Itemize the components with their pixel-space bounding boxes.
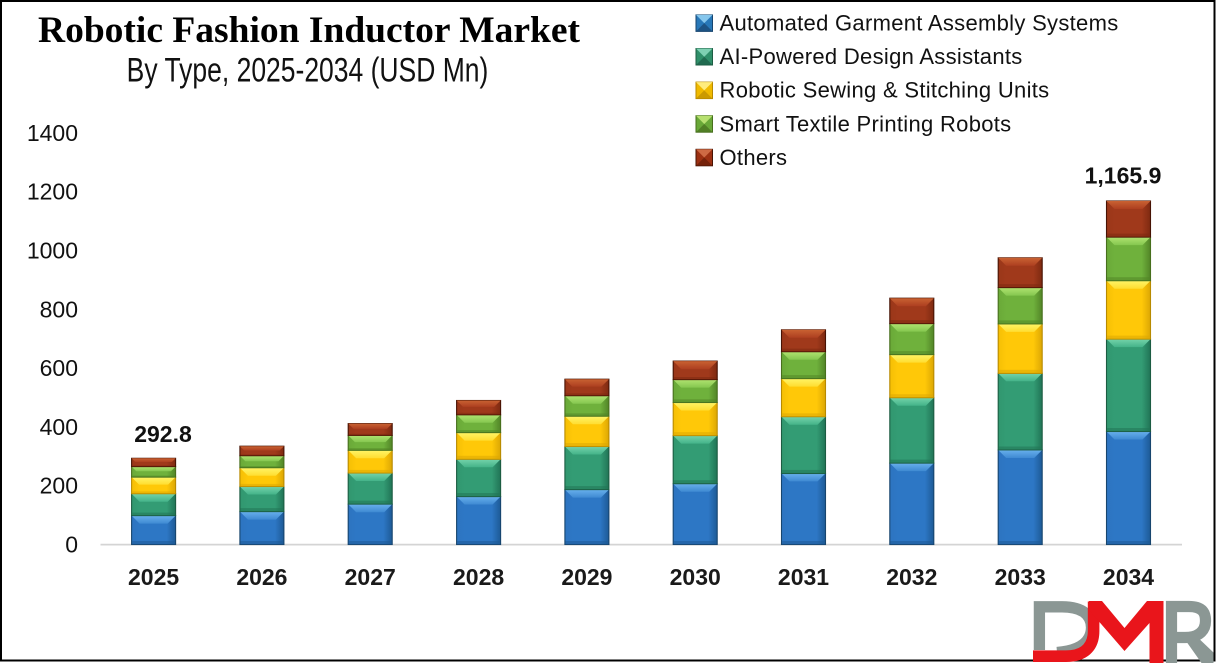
- svg-text:1000: 1000: [27, 238, 78, 264]
- svg-text:2032: 2032: [886, 564, 937, 590]
- svg-text:200: 200: [40, 473, 78, 499]
- svg-text:1200: 1200: [27, 179, 78, 205]
- svg-text:600: 600: [40, 355, 78, 381]
- svg-text:292.8: 292.8: [134, 421, 192, 447]
- svg-text:2030: 2030: [670, 564, 721, 590]
- svg-text:2027: 2027: [345, 564, 396, 590]
- svg-text:400: 400: [40, 414, 78, 440]
- svg-text:Smart Textile Printing Robots: Smart Textile Printing Robots: [720, 111, 1012, 136]
- svg-text:Robotic Sewing & Stitching Uni: Robotic Sewing & Stitching Units: [720, 78, 1050, 103]
- svg-text:2031: 2031: [778, 564, 829, 590]
- svg-text:1400: 1400: [27, 120, 78, 146]
- svg-text:Others: Others: [720, 145, 788, 170]
- svg-text:2034: 2034: [1103, 564, 1154, 590]
- svg-text:2033: 2033: [995, 564, 1046, 590]
- svg-text:2029: 2029: [561, 564, 612, 590]
- svg-text:Automated Garment Assembly Sys: Automated Garment Assembly Systems: [720, 11, 1119, 36]
- svg-text:Robotic Fashion Inductor Marke: Robotic Fashion Inductor Market: [38, 10, 581, 51]
- svg-text:By Type, 2025-2034 (USD Mn): By Type, 2025-2034 (USD Mn): [127, 51, 489, 89]
- svg-text:2028: 2028: [453, 564, 504, 590]
- svg-text:1,165.9: 1,165.9: [1085, 163, 1162, 189]
- svg-text:800: 800: [40, 296, 78, 322]
- svg-text:AI-Powered Design Assistants: AI-Powered Design Assistants: [720, 44, 1023, 69]
- svg-text:2025: 2025: [128, 564, 179, 590]
- svg-text:2026: 2026: [236, 564, 287, 590]
- svg-text:0: 0: [65, 531, 78, 557]
